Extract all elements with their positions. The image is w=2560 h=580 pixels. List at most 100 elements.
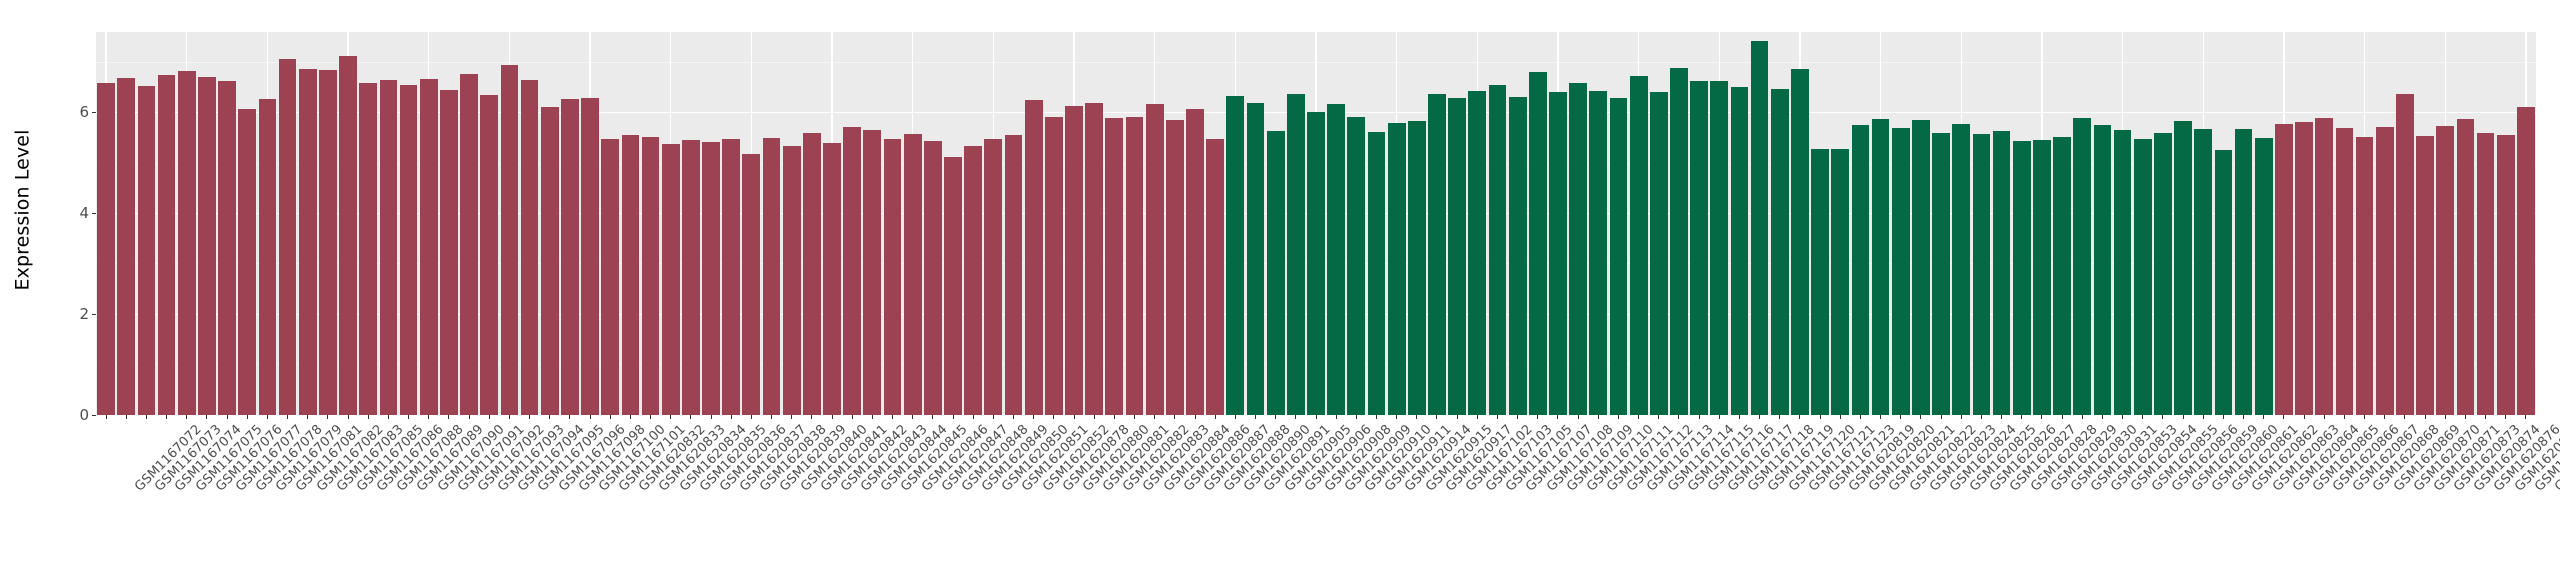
bar bbox=[440, 90, 458, 415]
bar bbox=[1347, 116, 1366, 415]
x-axis-tick-mark bbox=[1416, 415, 1418, 419]
x-axis-tick-mark bbox=[2464, 415, 2466, 419]
bar bbox=[117, 78, 136, 415]
x-axis-tick-mark bbox=[1839, 415, 1841, 419]
x-axis-tick-mark bbox=[266, 415, 268, 419]
x-axis-tick-mark bbox=[650, 415, 652, 419]
x-axis-tick-mark bbox=[2041, 415, 2043, 419]
bar bbox=[1811, 149, 1829, 415]
bar bbox=[2033, 139, 2051, 415]
bar bbox=[984, 138, 1003, 415]
bar bbox=[964, 146, 983, 415]
bar bbox=[1589, 91, 1608, 415]
bar bbox=[2315, 118, 2334, 415]
bar bbox=[903, 133, 922, 415]
bar bbox=[682, 139, 700, 415]
x-axis-tick-mark bbox=[771, 415, 773, 419]
x-axis-tick-mark bbox=[1255, 415, 1256, 419]
bar bbox=[843, 126, 862, 415]
x-axis-tick-mark bbox=[2323, 415, 2325, 419]
x-axis-tick-mark bbox=[2101, 415, 2103, 419]
bar bbox=[2275, 124, 2293, 415]
bar bbox=[339, 56, 357, 415]
bar bbox=[601, 139, 620, 415]
x-axis-tick-mark bbox=[1597, 415, 1599, 419]
x-axis-tick-mark bbox=[2001, 415, 2003, 419]
x-axis-labels: GSM1167072 GSM1167073 GSM1167074 GSM1167075… bbox=[96, 420, 2560, 580]
bar bbox=[722, 138, 741, 415]
bar bbox=[2396, 94, 2414, 415]
x-axis-tick-mark bbox=[1517, 415, 1519, 419]
x-axis-tick-mark bbox=[1113, 415, 1115, 419]
bar bbox=[1831, 148, 1850, 415]
bar bbox=[1165, 120, 1184, 415]
x-axis-tick-mark bbox=[2182, 415, 2184, 419]
x-axis-tick-mark bbox=[1375, 415, 1377, 419]
x-axis-tick-mark bbox=[1960, 415, 1962, 419]
x-axis-tick-mark bbox=[730, 415, 732, 419]
x-axis-tick-mark bbox=[750, 415, 752, 419]
x-axis-tick-mark bbox=[1557, 415, 1559, 419]
x-axis-tick-mark bbox=[105, 415, 107, 419]
bar bbox=[157, 74, 176, 415]
bar bbox=[1044, 116, 1063, 415]
bar bbox=[2375, 126, 2394, 415]
x-axis-tick-mark bbox=[1537, 415, 1539, 419]
bar bbox=[278, 59, 297, 415]
x-axis-tick-mark bbox=[1678, 415, 1680, 419]
x-axis-tick-mark bbox=[1658, 415, 1660, 419]
bar bbox=[802, 132, 821, 415]
x-axis-tick-mark bbox=[569, 415, 571, 419]
bar bbox=[480, 94, 499, 415]
x-axis-tick-mark bbox=[2122, 415, 2124, 419]
bar bbox=[581, 97, 599, 415]
x-axis-tick-mark bbox=[972, 415, 974, 419]
bar bbox=[218, 80, 236, 415]
bar bbox=[238, 108, 257, 415]
x-axis-tick-mark bbox=[448, 415, 450, 419]
y-axis: 0 2 4 6 bbox=[0, 0, 96, 580]
bar bbox=[1851, 124, 1870, 415]
x-axis-tick-mark bbox=[1275, 415, 1277, 419]
bar bbox=[1407, 120, 1426, 415]
bar bbox=[1528, 71, 1547, 415]
x-axis-tick-mark bbox=[1779, 415, 1781, 419]
x-axis-tick-mark bbox=[226, 415, 228, 419]
x-axis-tick-mark bbox=[2142, 415, 2144, 419]
bar bbox=[1649, 92, 1668, 415]
x-axis-tick-mark bbox=[589, 415, 591, 419]
x-axis-tick-mark bbox=[1900, 415, 1902, 419]
x-axis-tick-mark bbox=[1295, 415, 1297, 419]
bar bbox=[1105, 117, 1124, 415]
bar bbox=[1125, 117, 1144, 415]
x-axis-tick-mark bbox=[2222, 415, 2224, 419]
x-axis-tick-mark bbox=[2343, 415, 2345, 419]
bar bbox=[1307, 112, 1325, 415]
bar bbox=[2456, 118, 2475, 415]
bar bbox=[2234, 129, 2253, 415]
x-axis-tick-mark bbox=[1234, 415, 1236, 419]
bar bbox=[1992, 130, 2011, 415]
x-axis-tick-mark bbox=[1315, 415, 1317, 419]
x-axis-tick-mark bbox=[871, 415, 873, 419]
bar bbox=[1750, 41, 1769, 415]
x-axis-tick-mark bbox=[1819, 415, 1821, 419]
bar bbox=[2496, 134, 2515, 415]
x-axis-tick-mark bbox=[1134, 415, 1135, 419]
bar bbox=[419, 78, 438, 415]
x-axis-tick-mark bbox=[246, 415, 248, 419]
bar bbox=[2113, 129, 2132, 415]
x-axis-tick-mark bbox=[145, 415, 147, 419]
x-axis-tick-mark bbox=[2424, 415, 2426, 419]
x-axis-tick-mark bbox=[1880, 415, 1882, 419]
y-axis-tick-label: 2 bbox=[79, 304, 89, 323]
x-axis-tick-mark bbox=[1335, 415, 1337, 419]
bar bbox=[2355, 136, 2374, 415]
x-axis-tick-mark bbox=[2021, 415, 2023, 419]
bar bbox=[944, 156, 962, 415]
x-axis-tick-mark bbox=[1013, 415, 1015, 419]
x-axis-tick-mark bbox=[1980, 415, 1982, 419]
bar bbox=[1549, 91, 1567, 415]
x-axis-tick-mark bbox=[307, 415, 309, 419]
x-axis-tick-mark bbox=[2303, 415, 2305, 419]
